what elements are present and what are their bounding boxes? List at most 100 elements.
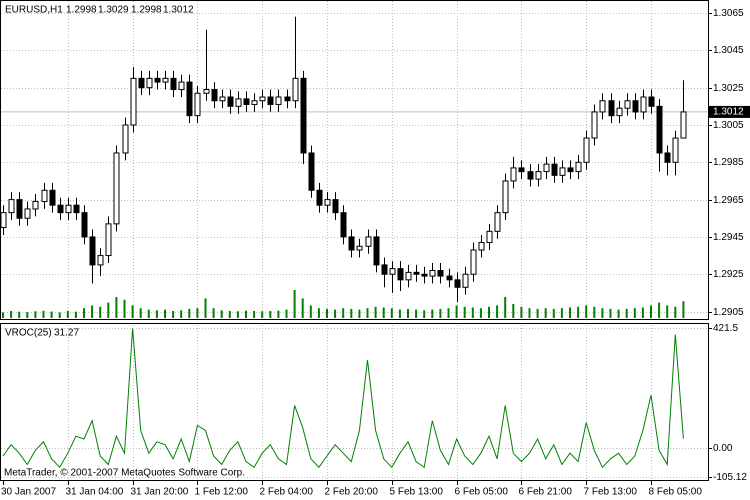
candle-body [41,189,48,202]
candle-body [599,100,606,113]
x-tick-label: 5 Feb 13:00 [390,487,444,498]
last-high: 1.3029 [98,5,129,16]
volume-bar [617,309,620,318]
indicator-value: 31.27 [54,328,79,339]
volume-bar [560,308,563,318]
volume-bar [326,308,328,318]
volume-bar [180,310,183,318]
volume-bar [366,308,369,318]
volume-bar [358,309,361,318]
candle-body [300,77,307,154]
candle-body [535,171,542,180]
candle-body [389,268,396,275]
candle-body [640,96,647,113]
candle-body [543,163,550,173]
candle-body [502,180,509,214]
volume-bar [164,309,166,318]
symbol: EURUSD,H1 [5,5,63,16]
candle-body [89,236,96,266]
volume-bar [269,311,272,318]
volume-bar [131,305,134,318]
volume-bar [34,311,37,318]
candle-body [405,271,412,281]
current-price-box [709,105,750,118]
volume-bar [641,307,644,318]
indicator-name: VROC(25) [5,328,52,339]
volume-bar [658,302,661,318]
candle-body [340,212,347,238]
candle-body [8,199,15,214]
candle-body [308,152,315,191]
candle-body [616,107,623,117]
candle-body [486,230,493,244]
indicator-line [2,328,684,469]
candle-body [608,100,615,117]
volume-bar [172,311,175,318]
x-tick-label: 6 Feb 21:00 [519,487,573,498]
volume-bar [398,309,401,318]
candle-body [284,96,291,102]
candle-body [146,77,153,89]
volume-bar [18,311,21,318]
volume-bar [334,309,337,318]
volume-bar [585,305,588,318]
x-tick-label: 31 Jan 20:00 [131,487,189,498]
candle-body [105,223,112,257]
volume-bar [609,308,612,318]
candle-body [24,208,31,219]
volume-bar [309,305,312,318]
y-tick-label: 1.2905 [713,307,744,318]
volume-bar [633,308,636,318]
candle-body [203,89,210,94]
volume-bar [471,307,474,318]
candle-body [421,273,428,277]
candle-body [178,81,185,91]
candle-body [324,199,331,206]
candle-body [478,242,485,251]
volume-bar [155,310,158,318]
candle-body [567,167,574,173]
candle-body [510,167,517,182]
marks [0,16,687,469]
candle-body [130,77,137,126]
candle-body [559,167,566,176]
y-tick-label: 421.5 [713,323,738,334]
volume-bar [528,308,531,318]
last-open: 1.2998 [66,5,97,16]
volume-bar [512,304,515,318]
y-tick-label: 1.2985 [713,157,744,168]
candle-body [551,163,558,176]
volume-bar [374,306,377,318]
candle-body [16,199,23,219]
volume-bar [2,312,4,318]
candle-body [672,137,679,163]
candle-body [397,268,404,281]
candle-body [624,100,631,109]
candle-body [138,77,145,89]
x-tick-label: 1 Feb 12:00 [195,487,249,498]
y-tick-label: 1.2945 [713,232,744,243]
volume-bar [10,311,13,318]
x-tick-label: 7 Feb 13:00 [584,487,638,498]
volume-bar [431,309,434,318]
volume-bar [544,308,547,318]
candle-body [680,111,687,139]
candle-body [462,273,469,288]
indicator-pane-border [0,323,709,481]
volume-bar [188,308,191,318]
candle-body [219,96,226,102]
candle-body [664,152,671,163]
volume-bar [212,308,215,318]
volume-bar [293,290,296,318]
volume-bar [390,308,393,318]
candle-body [437,269,444,277]
volume-bar [504,297,507,318]
volume-bar [601,308,604,318]
candle-body [211,89,218,102]
volume-bar [447,308,450,318]
volume-bar [236,311,239,318]
candle-body [292,77,299,102]
volume-bar [139,308,142,318]
volume-bar [301,298,304,318]
